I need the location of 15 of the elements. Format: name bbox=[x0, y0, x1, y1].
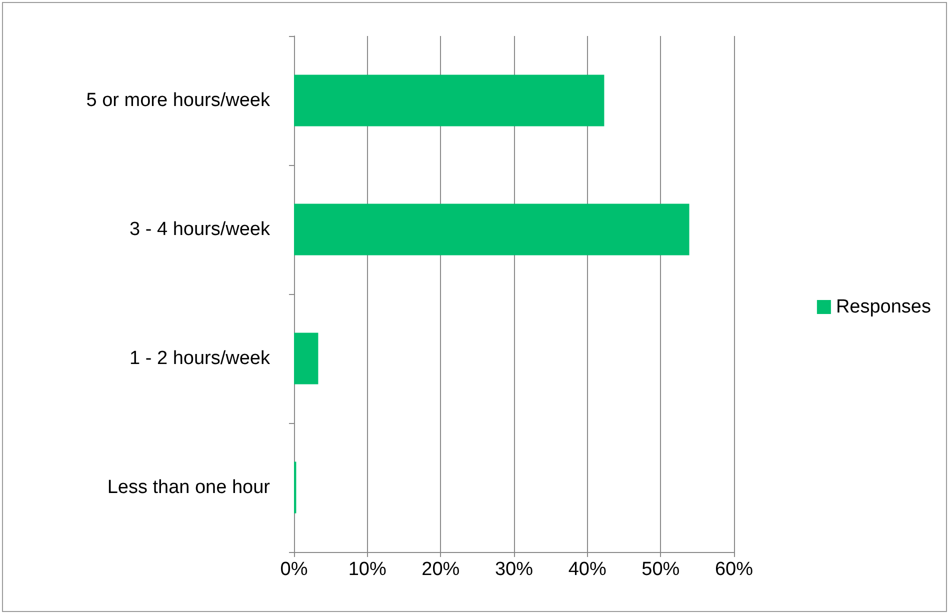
x-tick-label: 50% bbox=[642, 559, 680, 580]
legend-label: Responses bbox=[836, 296, 932, 318]
y-tick-label: 3 - 4 hours/week bbox=[130, 219, 270, 240]
bar bbox=[294, 74, 604, 126]
x-tick-label: 0% bbox=[280, 559, 308, 580]
x-tick-label: 40% bbox=[568, 559, 606, 580]
bar bbox=[294, 204, 690, 256]
y-tick-label: Less than one hour bbox=[107, 477, 271, 498]
bar bbox=[294, 332, 318, 384]
y-tick-label: 5 or more hours/week bbox=[86, 90, 270, 111]
x-tick-label: 10% bbox=[348, 559, 386, 580]
x-tick-label: 20% bbox=[422, 559, 460, 580]
x-tick-label: 60% bbox=[714, 559, 754, 580]
x-tick-label: 30% bbox=[494, 559, 534, 580]
y-tick-label: 1 - 2 hours/week bbox=[130, 348, 270, 369]
